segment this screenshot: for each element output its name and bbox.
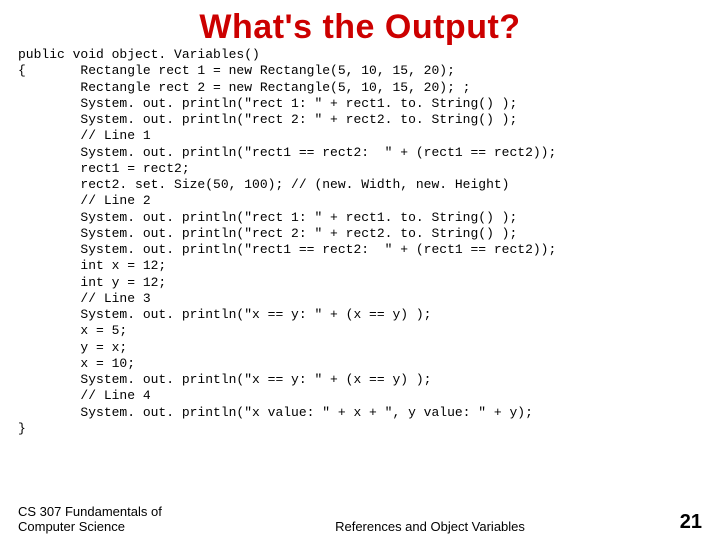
slide: What's the Output? public void object. V… bbox=[0, 0, 720, 540]
footer-center: References and Object Variables bbox=[218, 519, 642, 534]
slide-title: What's the Output? bbox=[18, 8, 702, 47]
footer-left: CS 307 Fundamentals of Computer Science bbox=[18, 504, 218, 534]
footer-page-number: 21 bbox=[642, 511, 702, 534]
footer: CS 307 Fundamentals of Computer Science … bbox=[18, 504, 702, 534]
code-block: public void object. Variables() { Rectan… bbox=[18, 47, 702, 437]
